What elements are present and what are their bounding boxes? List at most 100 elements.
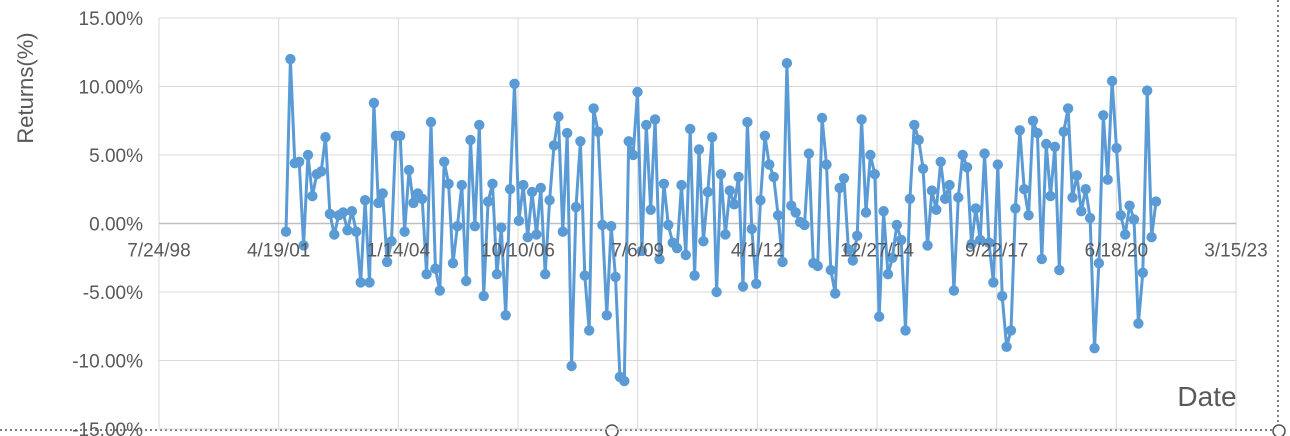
data-point xyxy=(992,159,1003,170)
data-point xyxy=(649,114,661,125)
data-point xyxy=(874,311,885,322)
data-point xyxy=(693,144,705,155)
data-point xyxy=(1098,110,1109,121)
data-point xyxy=(557,226,568,237)
data-point xyxy=(852,230,863,241)
data-point xyxy=(302,149,314,161)
x-axis-title: Date xyxy=(1177,381,1236,412)
data-point xyxy=(1023,210,1034,221)
data-point xyxy=(487,178,498,189)
data-point xyxy=(1102,174,1113,185)
data-point xyxy=(434,285,445,296)
data-point xyxy=(395,130,406,141)
data-point xyxy=(469,221,481,232)
data-point xyxy=(351,226,362,237)
data-point xyxy=(531,229,542,240)
data-point xyxy=(816,112,828,124)
data-point xyxy=(860,207,872,218)
data-point xyxy=(1062,103,1074,114)
data-point xyxy=(1133,318,1144,329)
y-tick-label: -15.00% xyxy=(72,420,143,436)
data-point xyxy=(1018,184,1030,195)
data-point xyxy=(869,169,880,180)
data-point xyxy=(452,221,463,232)
data-point xyxy=(751,278,762,289)
data-point xyxy=(825,264,836,276)
data-point xyxy=(1049,141,1061,152)
data-point xyxy=(878,206,889,217)
data-point xyxy=(430,263,441,274)
data-point xyxy=(307,190,318,202)
data-point xyxy=(975,234,986,246)
data-point xyxy=(1014,125,1025,136)
data-point xyxy=(1005,325,1017,336)
data-point xyxy=(522,232,533,243)
data-point xyxy=(777,256,788,268)
data-point xyxy=(553,111,564,122)
y-tick-label: 0.00% xyxy=(89,215,143,236)
data-point xyxy=(562,127,573,139)
data-point xyxy=(957,149,968,161)
y-axis-title: Returns(%) xyxy=(13,32,38,143)
data-point xyxy=(491,269,503,280)
data-point xyxy=(1089,343,1100,354)
data-point xyxy=(729,199,740,210)
data-point xyxy=(838,173,850,184)
data-point xyxy=(337,207,349,218)
data-point xyxy=(720,229,731,240)
data-point xyxy=(922,240,933,251)
data-point xyxy=(320,132,331,143)
data-point xyxy=(1115,210,1127,221)
x-tick-label: 3/15/23 xyxy=(1204,241,1267,262)
data-point xyxy=(355,277,366,288)
data-point xyxy=(953,192,964,203)
data-point xyxy=(913,134,924,146)
data-point xyxy=(636,245,648,257)
data-point xyxy=(1124,200,1135,211)
data-point xyxy=(425,116,437,128)
data-point xyxy=(496,222,507,233)
resize-handle-bottom-center[interactable] xyxy=(605,424,619,436)
data-point xyxy=(834,182,845,194)
data-point xyxy=(364,277,375,288)
data-point xyxy=(1041,138,1052,150)
data-point xyxy=(1137,267,1149,278)
y-tick-label: 5.00% xyxy=(89,146,143,167)
data-point xyxy=(926,185,938,196)
data-point xyxy=(887,252,898,263)
data-point xyxy=(1036,253,1048,265)
data-point xyxy=(399,226,410,237)
data-point xyxy=(711,286,722,298)
data-point xyxy=(966,238,977,250)
x-tick-label: 7/6/09 xyxy=(611,241,664,262)
data-point xyxy=(447,258,459,269)
data-point xyxy=(645,204,656,215)
data-point xyxy=(1128,214,1140,225)
data-point xyxy=(935,156,946,167)
data-point xyxy=(294,156,305,167)
data-point xyxy=(403,164,415,176)
data-point xyxy=(548,140,560,151)
data-point xyxy=(759,130,771,141)
data-point xyxy=(465,134,476,146)
data-point xyxy=(540,269,551,280)
y-tick-label: -5.00% xyxy=(83,283,143,304)
data-point xyxy=(570,201,582,213)
data-point xyxy=(1027,115,1039,127)
data-point xyxy=(280,226,292,237)
data-point xyxy=(439,156,450,167)
data-point xyxy=(417,193,428,204)
data-point xyxy=(368,97,380,109)
data-point xyxy=(285,53,296,65)
data-point xyxy=(865,149,876,161)
data-point xyxy=(1146,232,1157,243)
data-point xyxy=(997,290,1008,302)
data-point xyxy=(575,136,586,147)
data-point xyxy=(1010,203,1021,214)
data-point xyxy=(663,219,674,231)
data-point xyxy=(821,159,832,170)
data-point xyxy=(671,243,683,254)
resize-handle-bottom-right[interactable] xyxy=(1272,424,1286,436)
data-point xyxy=(891,219,902,231)
